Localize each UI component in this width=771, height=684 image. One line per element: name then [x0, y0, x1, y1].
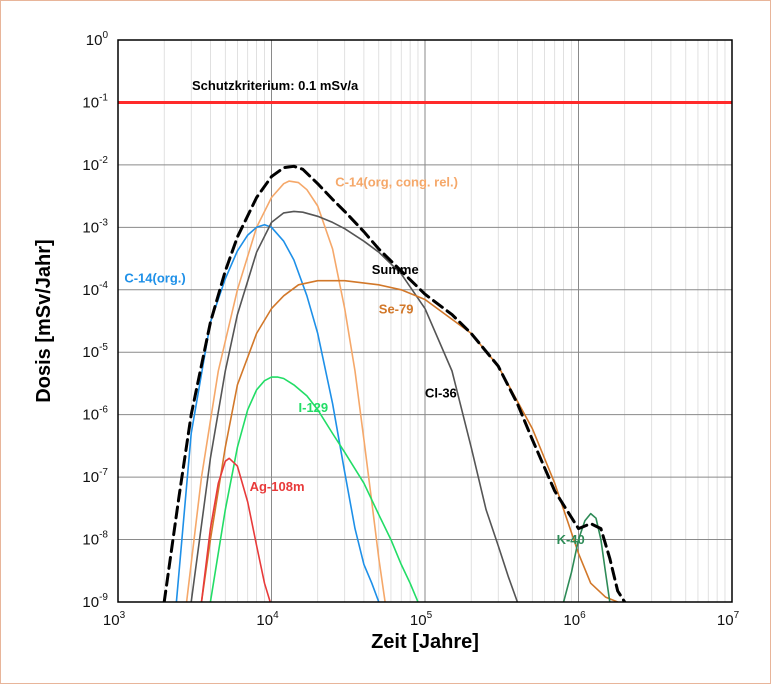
series-label-cl-36: Cl-36	[425, 385, 457, 400]
y-tick-label: 10-4	[82, 280, 108, 299]
y-tick-label: 10-9	[82, 592, 108, 611]
y-tick-label: 10-6	[82, 405, 108, 424]
x-tick-label: 107	[717, 610, 740, 629]
series-line-summe	[162, 164, 627, 602]
reference-line-label: Schutzkriterium: 0.1 mSv/a	[192, 78, 359, 93]
labels-layer: Summe C-14(org, cong. rel.) C-14(org.) Cl-3…	[124, 175, 584, 547]
series-line-se-79	[200, 279, 619, 602]
series-line-cl-36	[190, 210, 519, 602]
series-label-c-14-org-cong-rel-: C-14(org, cong. rel.)	[335, 175, 458, 190]
x-tick-label: 103	[103, 610, 126, 629]
x-tick-label: 106	[563, 610, 586, 629]
y-tick-label: 10-7	[82, 467, 108, 486]
series-label-i-129: I-129	[299, 400, 329, 415]
series-line-c-14-org-	[175, 223, 380, 602]
series-layer	[118, 100, 732, 602]
series-line-k-40	[562, 512, 611, 602]
series-line-i-129	[209, 376, 419, 602]
series-label-k-40: K-40	[557, 532, 585, 547]
y-tick-label: 100	[86, 30, 109, 49]
x-axis-label: Zeit [Jahre]	[371, 631, 479, 653]
y-tick-label: 10-2	[82, 155, 108, 174]
x-tick-label: 105	[410, 610, 433, 629]
series-label-ag-108m: Ag-108m	[250, 479, 305, 494]
x-tick-label: 104	[256, 610, 279, 629]
series-line-c-14-org-cong-rel-	[185, 180, 386, 602]
series-label-c-14-org-: C-14(org.)	[124, 271, 185, 286]
y-tick-label: 10-5	[82, 342, 108, 361]
y-tick-label: 10-3	[82, 217, 108, 236]
series-label-summe: Summe	[372, 262, 419, 277]
series-line-ag-108m	[200, 457, 272, 602]
y-tick-label: 10-8	[82, 530, 108, 549]
y-axis-label: Dosis [mSv/Jahr]	[33, 239, 55, 402]
y-tick-label: 10-1	[82, 92, 108, 111]
plot-area-border	[117, 39, 733, 603]
series-label-se-79: Se-79	[379, 301, 414, 316]
ticks-layer: 103 104 105 106 107 100 10-1 10-2 10-3 10-4 10-5 10…	[82, 30, 739, 629]
minor-grid	[163, 40, 726, 602]
